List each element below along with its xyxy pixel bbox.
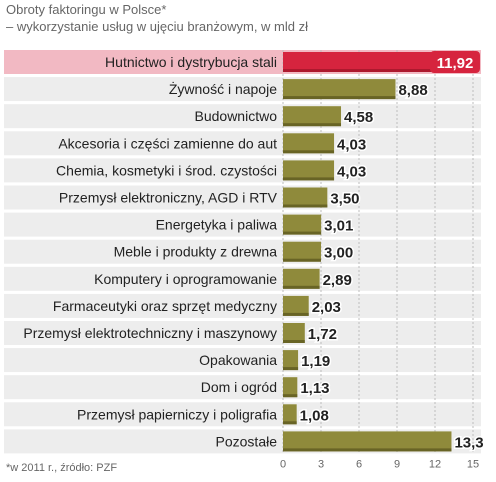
- category-labels: Hutnictwo i dystrybucja stali Żywność i n…: [23, 54, 277, 449]
- bar: [283, 79, 396, 100]
- x-tick-label: 12: [429, 458, 441, 470]
- category-label: Farmaceutyki oraz sprzęt medyczny: [53, 298, 277, 314]
- row-backgrounds: [4, 50, 481, 454]
- bar-shadow: [283, 421, 297, 425]
- category-label: Przemysł papierniczy i poligrafia: [77, 406, 277, 422]
- category-label: Przemysł elektrotechniczny i maszynowy: [23, 325, 277, 341]
- row-background: [4, 158, 481, 183]
- bar: [283, 295, 309, 316]
- bar: [283, 404, 297, 425]
- bar-shadow: [283, 285, 320, 289]
- bar: [283, 160, 335, 181]
- bar: [283, 377, 298, 398]
- value-label: 4,03: [337, 136, 366, 153]
- footnote: *w 2011 r., źródło: PZF: [6, 462, 118, 474]
- x-tick-label: 3: [318, 458, 324, 470]
- value-label: 1,08: [300, 407, 329, 424]
- value-label: 13,3: [454, 434, 483, 451]
- row-background: [4, 212, 481, 237]
- row-background: [4, 375, 481, 400]
- category-label: Energetyka i paliwa: [156, 217, 278, 233]
- row-background: [4, 239, 481, 264]
- category-label: Dom i ogród: [201, 379, 277, 395]
- value-label: 2,89: [323, 272, 352, 289]
- bar-shadow: [283, 394, 298, 398]
- value-label: 1,13: [300, 380, 329, 397]
- category-label: Meble i produkty z drewna: [114, 244, 278, 260]
- value-label: 1,19: [301, 353, 330, 370]
- category-label: Żywność i napoje: [169, 80, 277, 97]
- x-tick-label: 9: [394, 458, 400, 470]
- row-background: [4, 402, 481, 427]
- bars: [283, 52, 452, 452]
- value-label: 2,03: [312, 299, 341, 316]
- value-label: 3,50: [330, 191, 359, 208]
- bar-shadow: [283, 177, 335, 181]
- row-background: [4, 77, 481, 102]
- bar-shadow: [283, 204, 328, 208]
- row-background: [4, 131, 481, 156]
- category-label: Chemia, kosmetyki i środ. czystości: [56, 162, 277, 178]
- bar-shadow: [283, 340, 305, 343]
- value-label: 8,88: [398, 82, 427, 99]
- value-label: 1,72: [308, 326, 337, 343]
- value-pill: [429, 51, 480, 73]
- category-label: Komputery i oprogramowanie: [94, 271, 277, 287]
- value-labels: 11,92 8,88 4,58 4,03 4,03 3,50 3,01 3,00 2,89 2,0…: [298, 51, 485, 453]
- row-background: [4, 321, 481, 345]
- bar: [283, 187, 328, 208]
- x-tick-label: 6: [356, 458, 362, 470]
- row-background: [4, 266, 481, 291]
- x-tick-label: 15: [467, 458, 479, 470]
- value-label: 4,03: [337, 163, 366, 180]
- bar: [283, 431, 452, 452]
- value-label: 11,92: [437, 55, 474, 72]
- bar-shadow: [283, 123, 342, 127]
- x-axis-ticks: 0 3 6 9 12 15: [280, 458, 479, 470]
- bar-shadow: [283, 312, 309, 316]
- x-tick-label: 0: [280, 458, 286, 470]
- bar: [283, 241, 321, 262]
- row-background: [4, 104, 481, 129]
- value-label: 3,01: [324, 218, 353, 235]
- category-label: Budownictwo: [195, 108, 278, 124]
- category-label: Hutnictwo i dystrybucja stali: [105, 54, 277, 70]
- bar-shadow: [283, 231, 322, 235]
- value-label: 4,58: [344, 109, 373, 126]
- category-label: Opakowania: [199, 352, 277, 368]
- bar-shadow: [283, 69, 434, 72]
- bar-shadow: [283, 150, 335, 154]
- bar: [283, 214, 322, 235]
- bar-shadow: [283, 367, 299, 371]
- bar: [283, 268, 320, 289]
- row-background: [4, 348, 481, 373]
- category-label: Pozostałe: [216, 433, 278, 449]
- bar: [283, 350, 299, 371]
- bar-shadow: [283, 448, 452, 452]
- bar-shadow: [283, 96, 396, 100]
- chart-title: Obroty faktoringu w Polsce*: [6, 2, 167, 17]
- value-label: 3,00: [324, 245, 353, 262]
- bar: [283, 323, 305, 343]
- chart-subtitle: – wykorzystanie usług w ujęciu branżowym…: [6, 19, 308, 34]
- row-background: [4, 185, 481, 210]
- row-background: [4, 293, 481, 318]
- bar-shadow: [283, 258, 321, 262]
- bar: [283, 106, 342, 127]
- bar: [283, 52, 434, 72]
- bar: [283, 133, 335, 154]
- category-label: Przemysł elektroniczny, AGD i RTV: [59, 190, 278, 206]
- category-label: Akcesoria i części zamienne do aut: [58, 135, 277, 151]
